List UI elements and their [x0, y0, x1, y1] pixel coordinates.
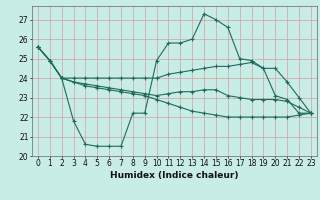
- X-axis label: Humidex (Indice chaleur): Humidex (Indice chaleur): [110, 171, 239, 180]
